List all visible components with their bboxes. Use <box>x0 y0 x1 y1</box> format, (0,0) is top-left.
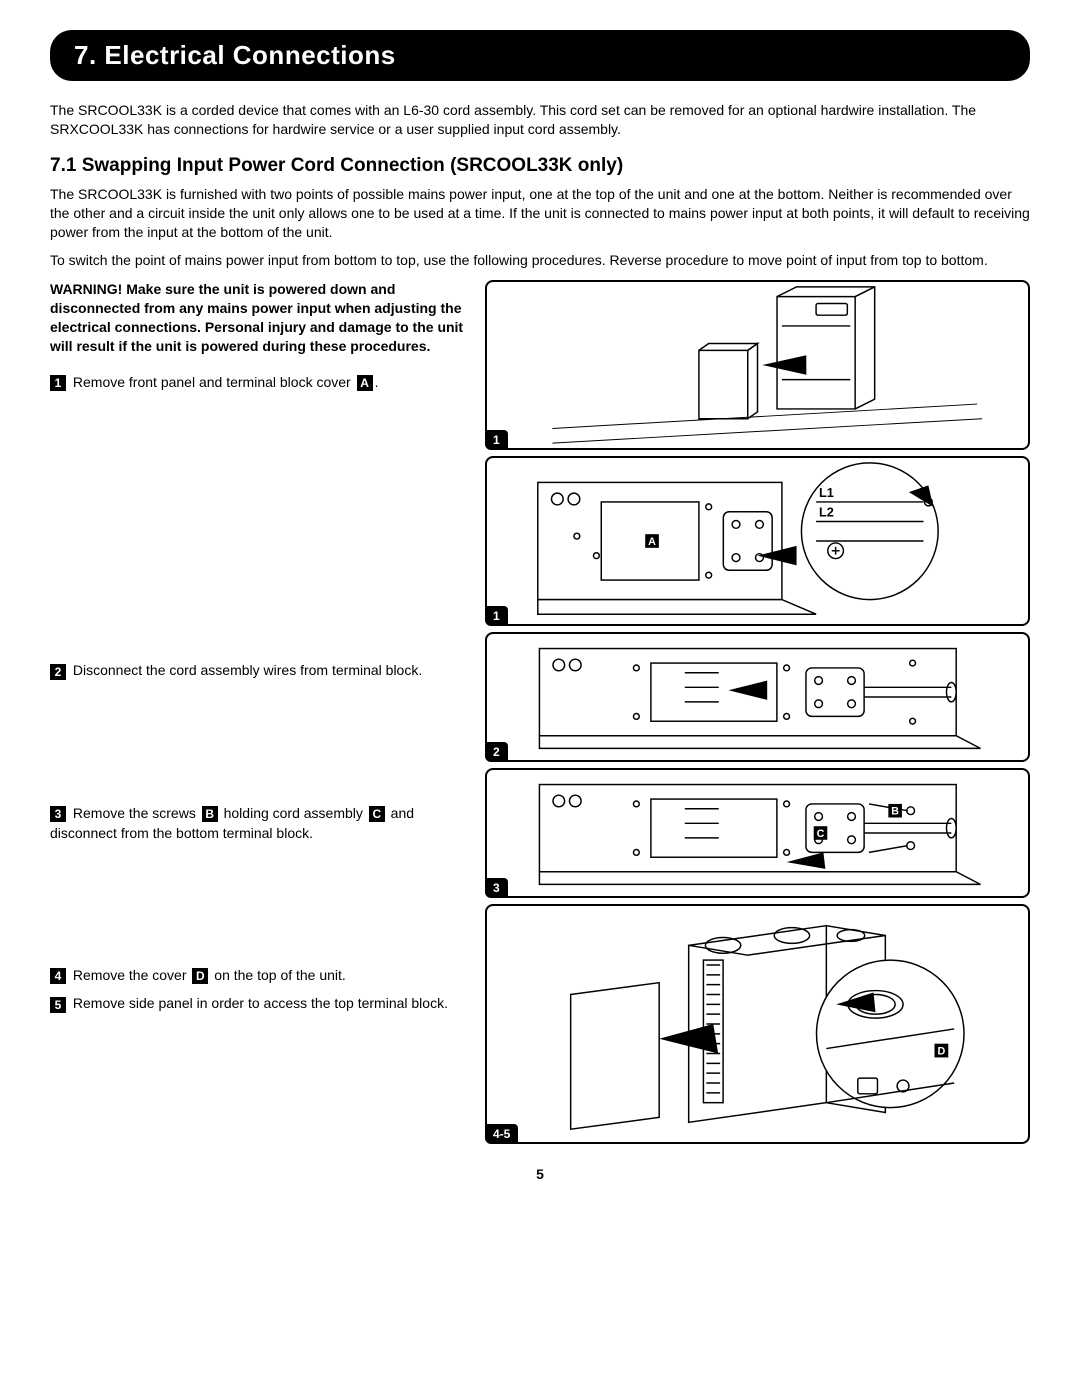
subsection-para-1: The SRCOOL33K is furnished with two poin… <box>50 185 1030 242</box>
step-1-text-a: Remove front panel and terminal block co… <box>69 374 355 390</box>
step-4-number: 4 <box>50 968 66 984</box>
figure-4-5-illustration: D <box>487 906 1028 1142</box>
step-4-text-a: Remove the cover <box>69 967 190 983</box>
step-5-text: Remove side panel in order to access the… <box>69 995 448 1011</box>
step-2: 2 Disconnect the cord assembly wires fro… <box>50 660 465 680</box>
callout-letter-d: D <box>192 968 208 984</box>
figure-callout-c: C <box>817 828 825 840</box>
step-1-number: 1 <box>50 375 66 391</box>
subsection-title: 7.1 Swapping Input Power Cord Connection… <box>50 155 1030 177</box>
figure-2: 2 <box>485 632 1030 762</box>
step-2-text: Disconnect the cord assembly wires from … <box>69 662 422 678</box>
figure-1a-label: 1 <box>485 430 508 450</box>
spacer <box>50 851 465 965</box>
figure-3-label: 3 <box>485 878 508 898</box>
figure-2-label: 2 <box>485 742 508 762</box>
step-1: 1 Remove front panel and terminal block … <box>50 372 465 392</box>
figure-1a-illustration <box>487 282 1028 448</box>
step-5-number: 5 <box>50 997 66 1013</box>
figure-callout-b: B <box>891 806 899 818</box>
figure-callout-d: D <box>937 1046 945 1058</box>
step-2-number: 2 <box>50 664 66 680</box>
spacer <box>50 400 465 660</box>
section-title: Electrical Connections <box>104 40 395 70</box>
figure-l1-label: L1 <box>819 486 834 500</box>
section-intro: The SRCOOL33K is a corded device that co… <box>50 101 1030 139</box>
warning-text: WARNING! Make sure the unit is powered d… <box>50 280 465 356</box>
figure-callout-a: A <box>648 536 656 548</box>
step-3-number: 3 <box>50 806 66 822</box>
figure-2-illustration <box>487 634 1028 760</box>
figure-4-5: D 4-5 <box>485 904 1030 1144</box>
step-1-text-b: . <box>375 374 379 390</box>
step-3-text-b: holding cord assembly <box>220 805 367 821</box>
figure-l2-label: L2 <box>819 506 834 520</box>
callout-letter-b: B <box>202 806 218 822</box>
right-column: 1 <box>485 280 1030 1150</box>
spacer <box>50 689 465 803</box>
left-column: WARNING! Make sure the unit is powered d… <box>50 280 465 1150</box>
figure-3-illustration: B C <box>487 770 1028 896</box>
figure-1a: 1 <box>485 280 1030 450</box>
step-3-text-a: Remove the screws <box>69 805 200 821</box>
step-3: 3 Remove the screws B holding cord assem… <box>50 803 465 844</box>
step-4-text-b: on the top of the unit. <box>210 967 345 983</box>
page-number: 5 <box>50 1166 1030 1182</box>
callout-letter-a: A <box>357 375 373 391</box>
figure-1b: A L1 L2 1 <box>485 456 1030 626</box>
callout-letter-c: C <box>369 806 385 822</box>
figure-3: B C 3 <box>485 768 1030 898</box>
section-header: 7. Electrical Connections <box>50 30 1030 81</box>
subsection-para-2: To switch the point of mains power input… <box>50 251 1030 270</box>
section-number: 7. <box>74 40 97 70</box>
step-4: 4 Remove the cover D on the top of the u… <box>50 965 465 985</box>
step-5: 5 Remove side panel in order to access t… <box>50 993 465 1013</box>
figure-1b-illustration: A L1 L2 <box>487 458 1028 624</box>
figure-4-5-label: 4-5 <box>485 1124 518 1144</box>
content-columns: WARNING! Make sure the unit is powered d… <box>50 280 1030 1150</box>
figure-1b-label: 1 <box>485 606 508 626</box>
